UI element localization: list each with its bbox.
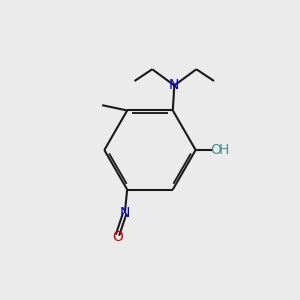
Text: H: H — [219, 143, 230, 157]
Text: O: O — [211, 143, 221, 157]
Text: O: O — [112, 230, 123, 244]
Text: N: N — [120, 206, 130, 220]
Text: N: N — [169, 78, 179, 92]
